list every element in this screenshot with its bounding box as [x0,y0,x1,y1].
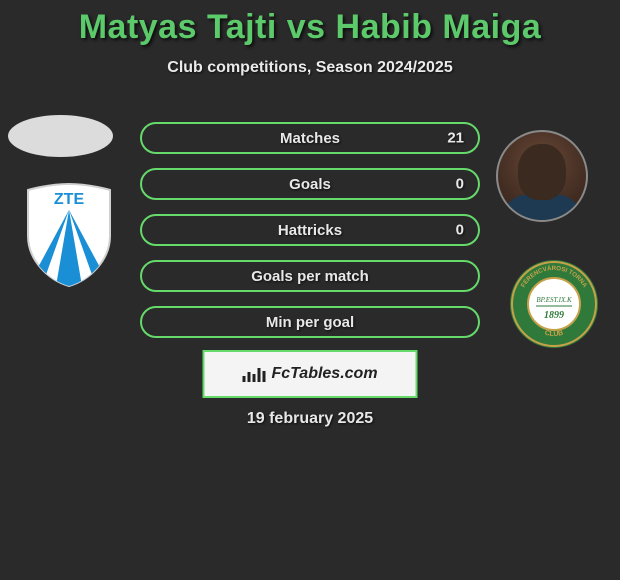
bars-icon [242,366,265,382]
ferencvaros-crest-icon: FERENCVÁROSI TORNA CLUB BP.EST.IX.K 1899 [508,258,600,350]
stat-value-right: 0 [456,222,464,239]
source-badge: FcTables.com [203,350,418,398]
date-label: 19 february 2025 [0,410,620,428]
svg-text:BP.EST.IX.K: BP.EST.IX.K [536,296,572,304]
stat-min-per-goal: Min per goal [140,306,480,338]
stat-goals-per-match: Goals per match [140,260,480,292]
page-title: Matyas Tajti vs Habib Maiga [0,0,620,47]
stat-rows: Matches 21 Goals 0 Hattricks 0 Goals per… [140,122,480,352]
club-right-crest: FERENCVÁROSI TORNA CLUB BP.EST.IX.K 1899 [508,258,600,350]
player-right-avatar [496,130,588,222]
zte-shield-icon: ZTE [20,180,118,288]
subtitle: Club competitions, Season 2024/2025 [0,59,620,77]
stat-label: Min per goal [266,314,354,331]
club-left-crest: ZTE [20,180,118,288]
club-left-label: ZTE [54,191,85,208]
stat-matches: Matches 21 [140,122,480,154]
stat-label: Goals per match [251,268,369,285]
stat-label: Goals [289,176,331,193]
player-left-avatar [8,115,113,157]
stat-hattricks: Hattricks 0 [140,214,480,246]
stat-label: Matches [280,130,340,147]
svg-text:1899: 1899 [544,310,564,321]
stat-value-right: 21 [447,130,464,147]
badge-text: FcTables.com [271,365,377,383]
stat-value-right: 0 [456,176,464,193]
stat-label: Hattricks [278,222,342,239]
stat-goals: Goals 0 [140,168,480,200]
comparison-card: Matyas Tajti vs Habib Maiga Club competi… [0,0,620,580]
